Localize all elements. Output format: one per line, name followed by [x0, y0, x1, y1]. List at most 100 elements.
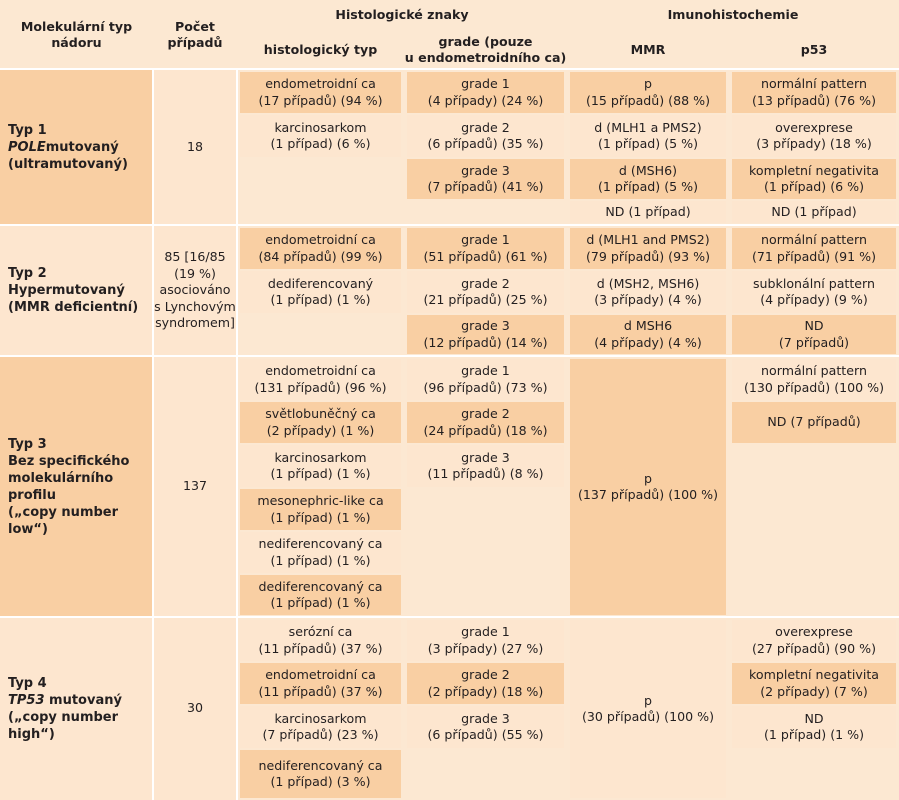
- grade-line: (7 případů) (41 %): [427, 179, 544, 194]
- mmr-line: (15 případů) (88 %): [585, 92, 711, 108]
- grade-line: (6 případů) (35 %): [427, 136, 544, 151]
- p53-line: (1 případ) (1 %): [763, 727, 865, 742]
- grade-line: (4 případy) (24 %): [427, 92, 544, 108]
- histotype-line: (131 případů) (96 %): [254, 379, 387, 395]
- p53-line: kompletní negativita: [749, 667, 879, 682]
- case-count-cell: 137: [153, 356, 237, 617]
- p53-line: ND (1 případ): [771, 203, 857, 219]
- case-count-line: 30: [186, 700, 204, 716]
- molecular-type-line: Typ 2: [8, 265, 47, 282]
- histotype-line: endometroidní ca: [265, 76, 376, 91]
- p53-cell: ND (1 případ) (1 %): [732, 706, 896, 748]
- histotype-line: karcinosarkom: [274, 710, 367, 726]
- histotype-cell: karcinosarkom (1 případ) (6 %): [240, 115, 401, 157]
- molecular-type-cell: Typ 1 POLEmutovaný (ultramutovaný): [0, 69, 153, 225]
- mmr-cell: d MSH6 (4 případy) (4 %): [570, 315, 726, 354]
- grade-line: grade 3: [461, 162, 510, 178]
- molecular-type-text: Typ 4: [8, 675, 47, 691]
- histotype-line: endometroidní ca: [265, 363, 376, 378]
- p53-cell: normální pattern (13 případů) (76 %): [732, 72, 896, 113]
- p53-line: (130 případů) (100 %): [743, 379, 885, 395]
- grade-line: (96 případů) (73 %): [423, 379, 548, 395]
- molecular-type-text: low“): [8, 521, 48, 537]
- molecular-type-line: Hypermutovaný: [8, 282, 125, 299]
- p53-cell: ND (7 případů): [732, 315, 896, 354]
- histotype-cell: karcinosarkom (7 případů) (23 %): [240, 706, 401, 748]
- group-separator: [0, 68, 899, 70]
- grade-cell: grade 2 (2 případy) (18 %): [407, 663, 564, 704]
- mmr-cell: ND (1 případ): [570, 201, 726, 223]
- p53-line: ND: [804, 318, 824, 333]
- p53-line: overexprese: [775, 624, 853, 639]
- group-separator: [0, 616, 899, 618]
- header-grade: grade (pouze u endometroidního ca): [404, 30, 567, 69]
- histotype-line: (7 případů) (23 %): [262, 727, 379, 742]
- case-count-line: (19 %): [174, 265, 216, 281]
- molecular-type-line: high“): [8, 726, 55, 743]
- histotype-cell: serózní ca (11 případů) (37 %): [240, 620, 401, 661]
- grade-cell: grade 3 (7 případů) (41 %): [407, 159, 564, 199]
- header-molecular-type-line: Molekulární typ: [20, 18, 133, 34]
- histotype-line: dediferencovaný ca: [258, 578, 383, 594]
- molecular-type-text: molekulárního: [8, 470, 114, 486]
- histotype-line: (1 případ) (1 %): [270, 595, 371, 610]
- mmr-line: d MSH6: [623, 318, 673, 333]
- header-ihc-group-label: Imunohistochemie: [667, 7, 799, 22]
- mmr-cell: d (MSH6) (1 případ) (5 %): [570, 159, 726, 199]
- case-count-line: syndromem]: [155, 315, 235, 331]
- p53-cell: subklonální pattern (4 případy) (9 %): [732, 271, 896, 313]
- case-count-cell: 85 [16/85 (19 %) asociováno s Lynchovým synd…: [153, 225, 237, 356]
- mmr-line: (137 případů) (100 %): [577, 487, 719, 502]
- p53-line: (71 případů) (91 %): [751, 248, 877, 264]
- grade-cell: grade 2 (6 případů) (35 %): [407, 115, 564, 157]
- histotype-cell: světlobuněčný ca (2 případy) (1 %): [240, 402, 401, 443]
- grade-line: (51 případů) (61 %): [423, 248, 548, 264]
- mmr-cell: p (30 případů) (100 %): [570, 620, 726, 798]
- molecular-type-line: molekulárního: [8, 470, 113, 487]
- molecular-type-text: („copy number: [8, 709, 119, 725]
- p53-line: (27 případů) (90 %): [751, 640, 877, 656]
- histotype-line: (11 případů) (37 %): [258, 640, 383, 656]
- p53-cell: normální pattern (71 případů) (91 %): [732, 228, 896, 269]
- mmr-cell: p (15 případů) (88 %): [570, 72, 726, 113]
- case-count-line: 85 [16/85: [164, 249, 226, 265]
- histotype-cell: endometroidní ca (84 případů) (99 %): [240, 228, 401, 269]
- histotype-cell: endometroidní ca (11 případů) (37 %): [240, 663, 401, 704]
- p53-line: normální pattern: [761, 363, 867, 378]
- p53-line: (2 případy) (7 %): [760, 683, 868, 699]
- histotype-line: karcinosarkom: [274, 449, 367, 465]
- histotype-line: karcinosarkom: [274, 119, 367, 135]
- p53-line: subklonální pattern: [753, 275, 875, 291]
- mmr-cell: d (MLH1 and PMS2) (79 případů) (93 %): [570, 228, 726, 269]
- mmr-line: d (MLH1 and PMS2): [586, 232, 710, 247]
- grade-cell: grade 1 (4 případy) (24 %): [407, 72, 564, 113]
- group-separator: [0, 224, 899, 226]
- grade-cell: grade 1 (96 případů) (73 %): [407, 359, 564, 400]
- p53-line: (3 případy) (18 %): [756, 136, 872, 151]
- header-band: [0, 0, 899, 69]
- grade-line: (11 případů) (8 %): [427, 466, 544, 481]
- grade-line: (3 případy) (27 %): [427, 640, 544, 656]
- molecular-type-line: POLEmutovaný: [8, 139, 119, 156]
- histotype-line: světlobuněčný ca: [265, 406, 376, 421]
- histotype-line: dediferencovaný: [267, 275, 374, 291]
- molecular-type-text: mutovaný: [44, 692, 122, 708]
- molecular-type-gene: TP53: [8, 692, 45, 708]
- case-count-line: 18: [186, 138, 204, 154]
- p53-line: normální pattern: [761, 76, 867, 91]
- molecular-type-line: („copy number: [8, 504, 118, 521]
- grade-cell: grade 2 (24 případů) (18 %): [407, 402, 564, 443]
- grade-line: (24 případů) (18 %): [423, 422, 548, 438]
- molecular-type-gene: POLE: [8, 139, 46, 155]
- grade-cell: grade 3 (12 případů) (14 %): [407, 315, 564, 354]
- p53-line: normální pattern: [761, 232, 867, 247]
- grade-cell: grade 2 (21 případů) (25 %): [407, 271, 564, 313]
- mmr-line: (1 případ) (5 %): [597, 136, 699, 151]
- p53-line: ND (7 případů): [767, 414, 861, 430]
- p53-line: (13 případů) (76 %): [751, 92, 877, 108]
- p53-cell: ND (7 případů): [732, 402, 896, 443]
- grade-line: grade 2: [461, 275, 510, 291]
- molecular-type-text: Typ 2: [8, 266, 47, 281]
- molecular-type-line: („copy number: [8, 709, 118, 726]
- column-divider: [152, 69, 154, 800]
